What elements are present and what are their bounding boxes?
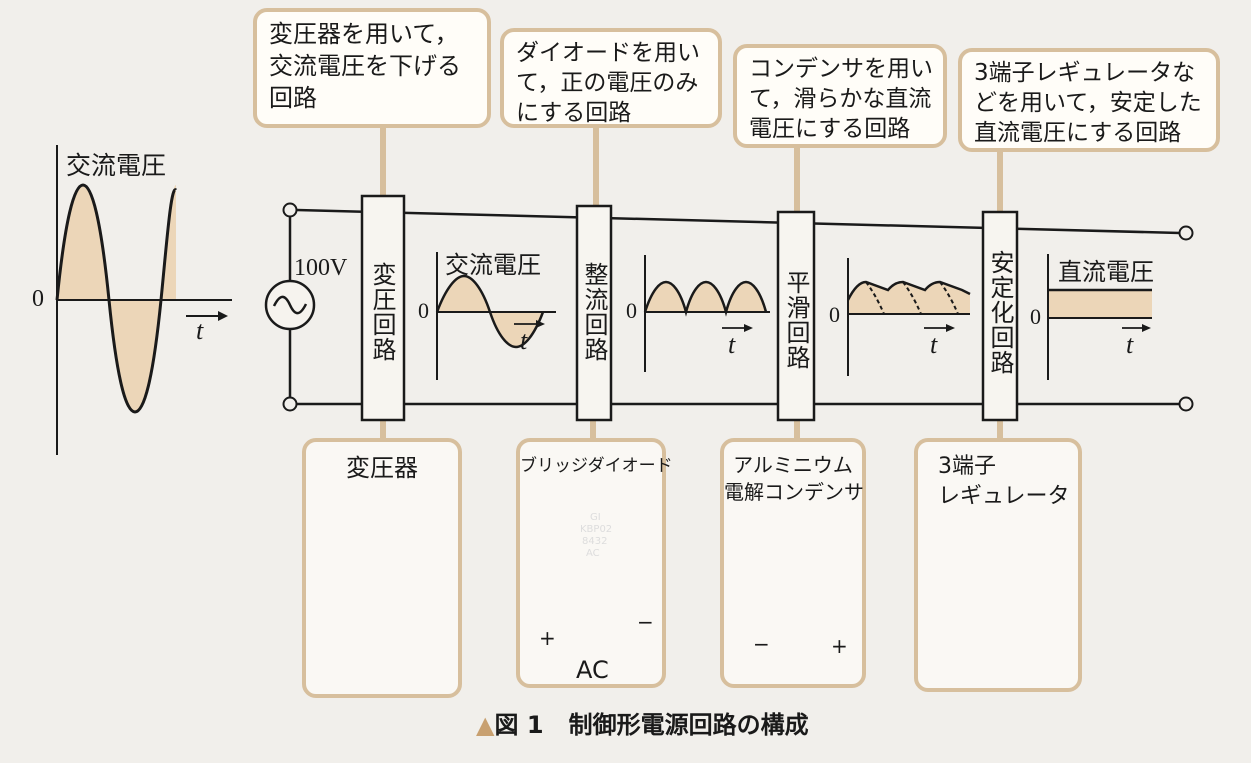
diode-marking-1: GI bbox=[590, 512, 601, 523]
input-graph-t: t bbox=[196, 316, 204, 345]
figure-caption: ▲図 1 制御形電源回路の構成 bbox=[476, 705, 809, 740]
graph3-zero: 0 bbox=[626, 298, 637, 323]
part-regulator-title-1: 3端子 bbox=[938, 454, 996, 479]
block-label-stabilizer: 安定化回路 bbox=[986, 250, 1014, 375]
diode-minus: − bbox=[637, 610, 654, 634]
block-label-rectifier: 整流回路 bbox=[580, 262, 608, 362]
graph5-zero: 0 bbox=[1030, 304, 1041, 329]
diode-ac-label: AC bbox=[576, 656, 609, 684]
diode-marking-4: AC bbox=[586, 548, 600, 559]
graph2-t: t bbox=[520, 326, 528, 355]
callout-transformer: 変圧器を用いて， 交流電圧を下げる 回路 bbox=[253, 8, 491, 128]
graph-smoothed bbox=[846, 258, 971, 376]
graph2-zero: 0 bbox=[418, 298, 429, 323]
part-bridge-diode: ブリッジダイオード GI KBP02 8432 AC + − AC bbox=[516, 438, 673, 688]
diode-marking-2: KBP02 bbox=[580, 524, 613, 535]
input-ac-waveform bbox=[55, 145, 232, 455]
rails bbox=[288, 208, 1181, 406]
diode-plus: + bbox=[539, 626, 556, 650]
part-capacitor-title-2: 電解コンデンサ bbox=[724, 480, 864, 504]
caption-title: 制御形電源回路の構成 bbox=[568, 711, 809, 739]
callout-smoothing: コンデンサを用い て，滑らかな直流 電圧にする回路 bbox=[733, 44, 947, 148]
block-label-smoothing: 平滑回路 bbox=[782, 270, 810, 370]
callout-pointers bbox=[380, 128, 1003, 440]
input-graph-title: 交流電圧 bbox=[66, 151, 167, 180]
capacitor-minus: − bbox=[753, 632, 770, 656]
graph4-zero: 0 bbox=[829, 302, 840, 327]
graph5-t: t bbox=[1126, 330, 1134, 359]
diode-marking-3: 8432 bbox=[582, 536, 608, 547]
graph-dc bbox=[1047, 254, 1152, 380]
caption-figure-number: 図 1 bbox=[494, 711, 544, 739]
graph2-title: 交流電圧 bbox=[445, 251, 541, 279]
graph-ac-small bbox=[435, 252, 556, 380]
input-graph-zero: 0 bbox=[32, 286, 44, 312]
graph-rectified bbox=[643, 255, 770, 372]
block-label-transformer: 変圧回路 bbox=[368, 262, 396, 362]
part-transformer-title: 変圧器 bbox=[346, 454, 418, 482]
graph5-title: 直流電圧 bbox=[1058, 258, 1154, 286]
source-voltage: 100V bbox=[294, 255, 348, 281]
callout-stabilizer: 3端子レギュレータな どを用いて，安定した 直流電圧にする回路 bbox=[958, 48, 1220, 152]
graph3-t: t bbox=[728, 330, 736, 359]
part-regulator: 3端子 レギュレータ bbox=[914, 438, 1082, 692]
terminals bbox=[282, 202, 1194, 412]
part-capacitor: アルミニウム 電解コンデンサ − + bbox=[720, 438, 866, 688]
callout-rectifier: ダイオードを用い て，正の電圧のみ にする回路 bbox=[500, 28, 722, 128]
part-bridge-diode-title: ブリッジダイオード bbox=[520, 456, 673, 476]
ac-source-symbol bbox=[264, 279, 316, 331]
graph4-t: t bbox=[930, 330, 938, 359]
part-transformer: 変圧器 bbox=[302, 438, 462, 698]
blocks bbox=[360, 194, 1019, 422]
part-regulator-title-2: レギュレータ bbox=[938, 484, 1070, 509]
part-capacitor-title-1: アルミニウム bbox=[733, 453, 853, 477]
caption-marker: ▲ bbox=[476, 711, 495, 739]
capacitor-plus: + bbox=[831, 634, 848, 658]
